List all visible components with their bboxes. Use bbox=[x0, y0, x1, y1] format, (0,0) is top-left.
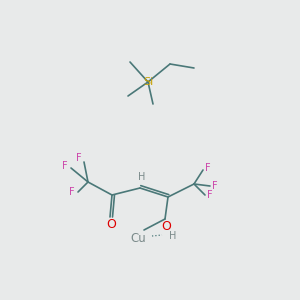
Text: F: F bbox=[212, 181, 218, 191]
Text: O: O bbox=[161, 220, 171, 232]
Text: F: F bbox=[205, 163, 211, 173]
Text: F: F bbox=[207, 190, 213, 200]
Text: F: F bbox=[76, 153, 82, 163]
Text: Cu: Cu bbox=[130, 232, 146, 244]
Text: F: F bbox=[69, 187, 75, 197]
Text: O: O bbox=[106, 218, 116, 230]
Text: H: H bbox=[169, 231, 177, 241]
Text: Si: Si bbox=[143, 77, 153, 87]
Text: H: H bbox=[138, 172, 146, 182]
Text: F: F bbox=[62, 161, 68, 171]
